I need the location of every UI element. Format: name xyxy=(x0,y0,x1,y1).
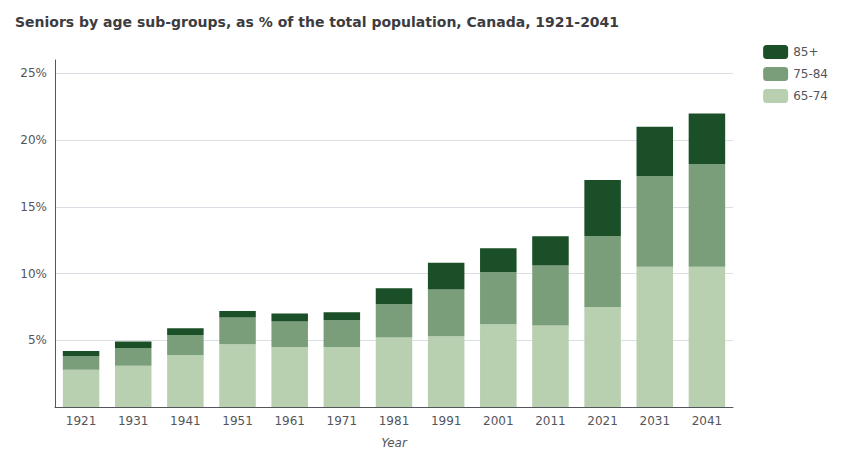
svg-text:25%: 25% xyxy=(20,66,47,80)
svg-text:5%: 5% xyxy=(28,333,47,347)
svg-text:2021: 2021 xyxy=(587,414,618,428)
svg-text:Year: Year xyxy=(381,436,408,450)
svg-text:75-84: 75-84 xyxy=(793,67,828,81)
svg-text:1971: 1971 xyxy=(327,414,358,428)
svg-text:2001: 2001 xyxy=(483,414,514,428)
svg-text:1961: 1961 xyxy=(274,414,305,428)
svg-text:1991: 1991 xyxy=(431,414,462,428)
svg-text:85+: 85+ xyxy=(793,45,818,59)
svg-text:10%: 10% xyxy=(20,267,47,281)
svg-text:15%: 15% xyxy=(20,200,47,214)
svg-text:1921: 1921 xyxy=(66,414,97,428)
svg-text:Seniors by age sub-groups, as: Seniors by age sub-groups, as % of the t… xyxy=(15,14,619,30)
svg-text:2011: 2011 xyxy=(535,414,566,428)
svg-text:2031: 2031 xyxy=(639,414,670,428)
svg-text:1931: 1931 xyxy=(118,414,149,428)
svg-text:20%: 20% xyxy=(20,133,47,147)
svg-text:2041: 2041 xyxy=(692,414,723,428)
svg-text:1941: 1941 xyxy=(170,414,201,428)
svg-text:1951: 1951 xyxy=(222,414,253,428)
svg-text:1981: 1981 xyxy=(379,414,410,428)
svg-text:65-74: 65-74 xyxy=(793,89,828,103)
